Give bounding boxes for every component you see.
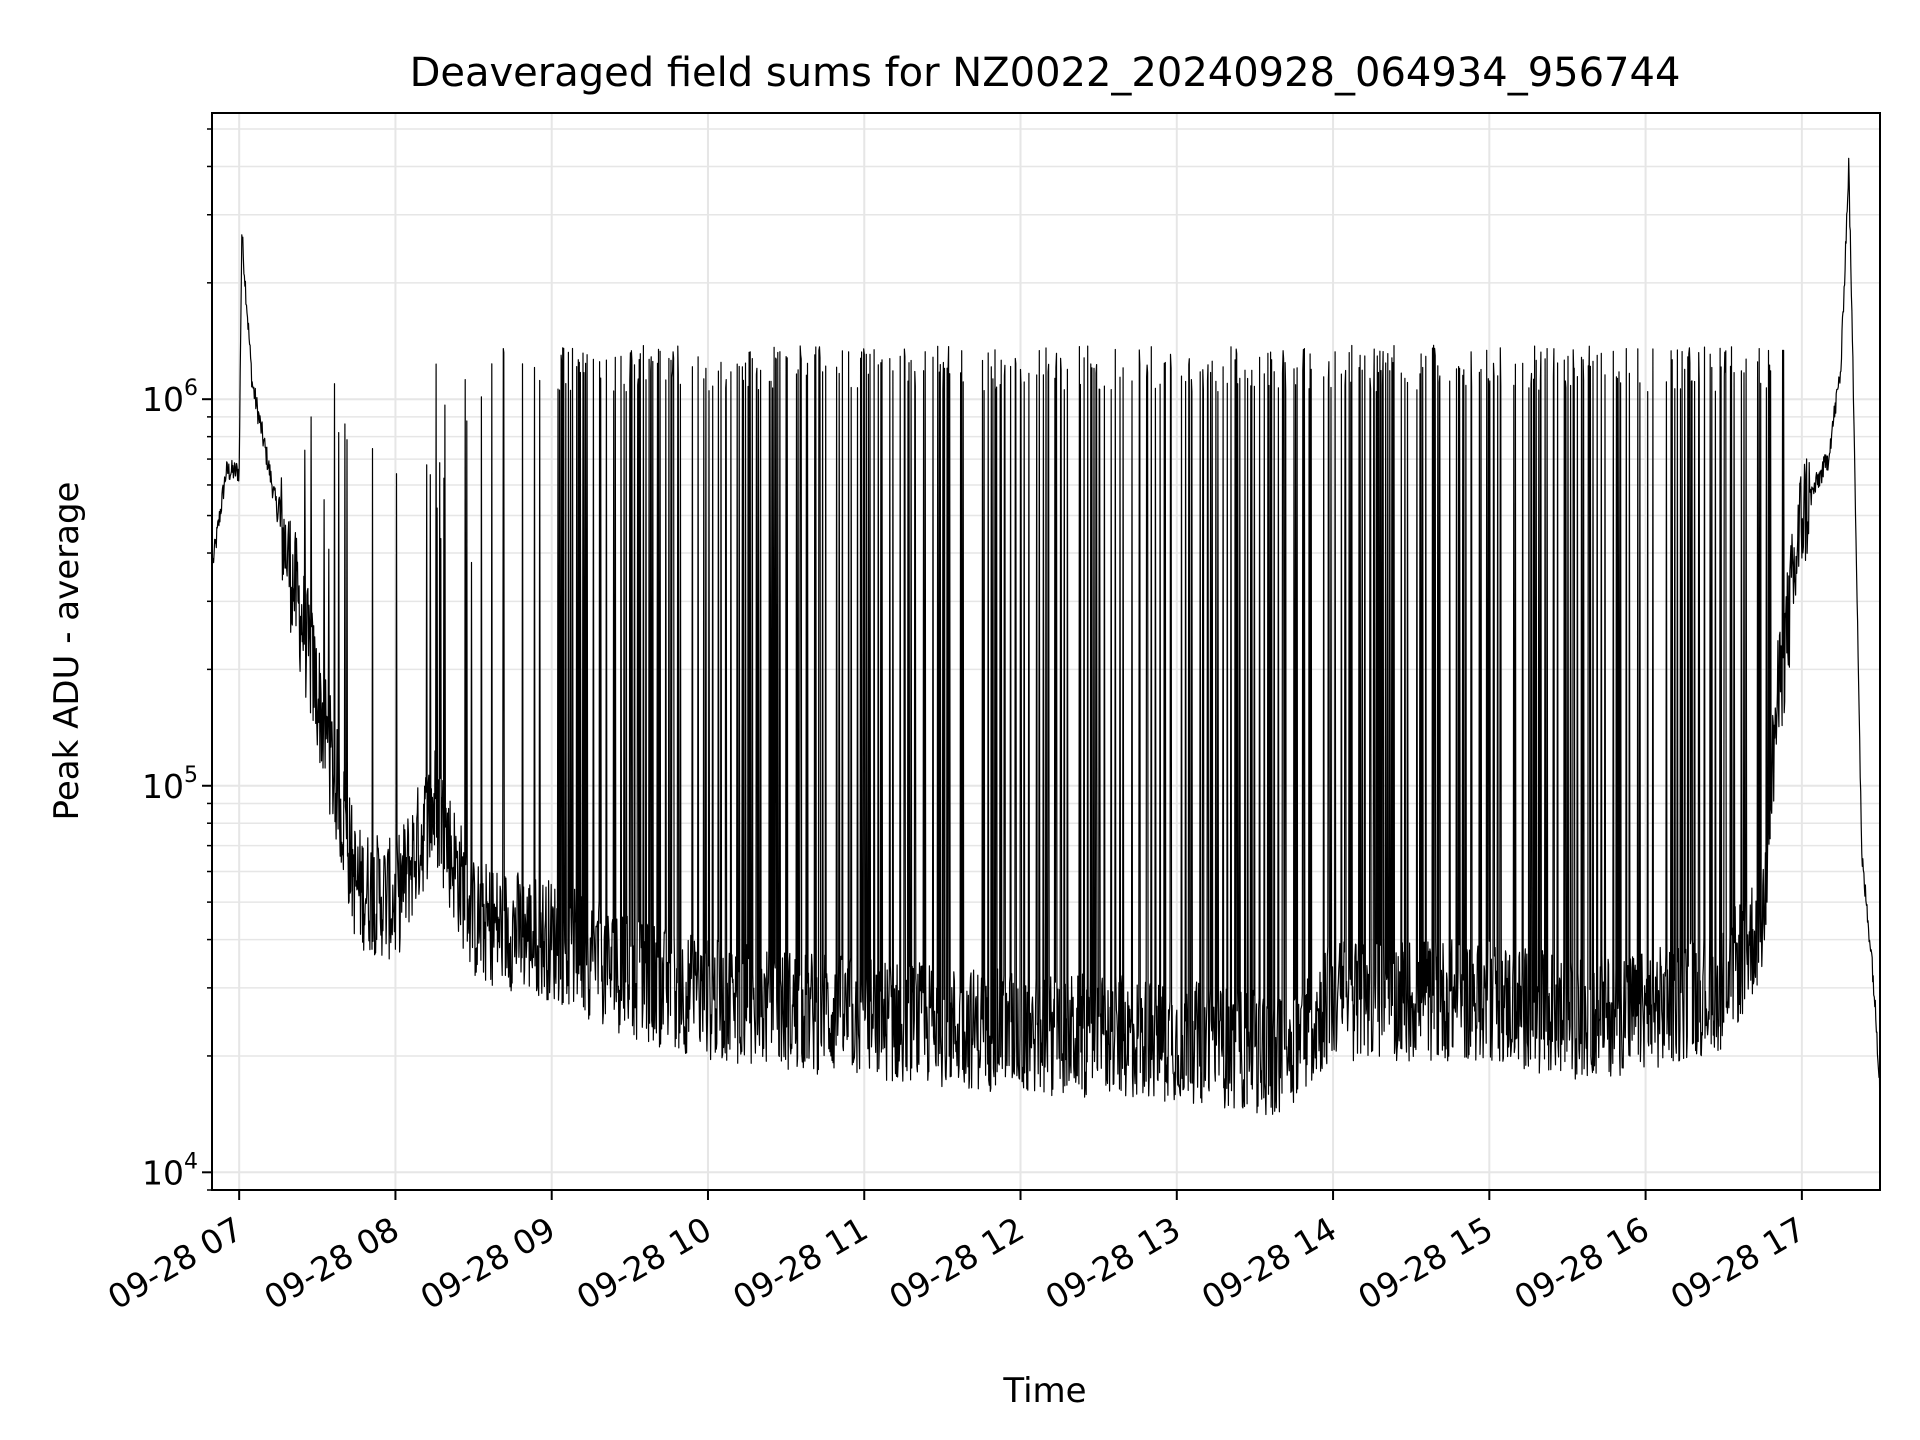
x-tick-label: 09-28 14: [1195, 1209, 1343, 1317]
x-tick-label: 09-28 13: [1039, 1209, 1187, 1317]
x-axis: 09-28 07 09-28 08 09-28 09 09-28 10 09-28 11…: [101, 1190, 1812, 1317]
y-axis-label: Peak ADU - average: [47, 482, 87, 821]
x-tick-label: 09-28 09: [414, 1209, 562, 1317]
x-axis-label: Time: [1002, 1371, 1086, 1411]
x-tick-label: 09-28 07: [101, 1209, 249, 1317]
series-line-group: [212, 157, 1881, 1134]
x-tick-label: 09-28 17: [1664, 1209, 1812, 1317]
x-tick-label: 09-28 15: [1351, 1209, 1499, 1317]
y-tick-label: 106: [142, 376, 198, 419]
x-tick-label: 09-28 12: [883, 1209, 1031, 1317]
x-tick-label: 09-28 11: [726, 1209, 874, 1317]
y-tick-label: 105: [142, 763, 198, 806]
x-tick-label: 09-28 08: [257, 1209, 405, 1317]
x-tick-label: 09-28 16: [1508, 1209, 1656, 1317]
series-line: [212, 157, 1881, 1134]
y-tick-label: 104: [142, 1149, 198, 1192]
plot-frame: [211, 112, 1881, 1191]
chart-title: Deaveraged field sums for NZ0022_2024092…: [410, 50, 1681, 96]
x-tick-label: 09-28 10: [570, 1209, 718, 1317]
y-axis: 104 105 106: [142, 128, 212, 1192]
